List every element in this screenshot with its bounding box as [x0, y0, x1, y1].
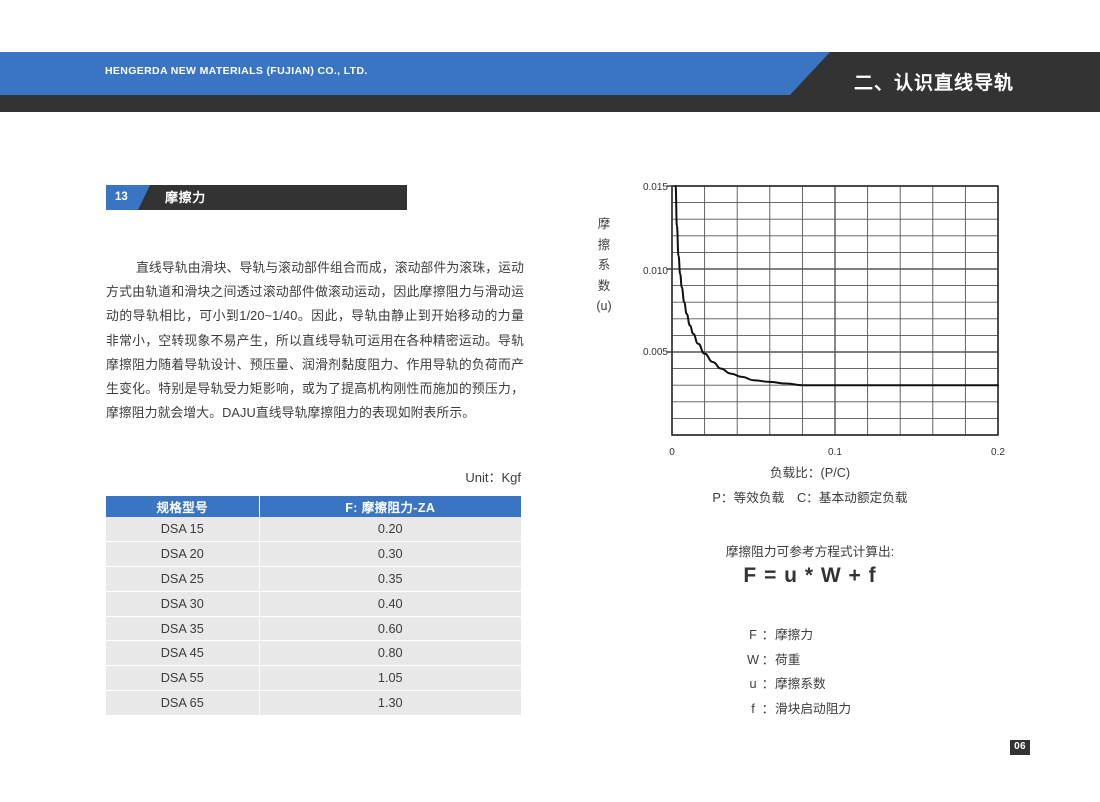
chart-x-axis-caption: 负载比：(P/C) — [769, 466, 851, 480]
cell-friction: 0.35 — [259, 566, 521, 592]
formula-symbol-legend: F ：摩擦力 W ：荷重 u ：摩擦系数 f ：滑块启动阻力 — [745, 623, 851, 722]
legend-symbol: F — [749, 628, 757, 642]
cell-friction: 0.40 — [259, 591, 521, 617]
x-axis-tick-label: 0.1 — [828, 447, 842, 458]
cell-model: DSA 20 — [106, 541, 260, 568]
legend-description: 摩擦系数 — [775, 677, 826, 692]
friction-coefficient-chart: 摩 擦 系 数 (u) 0.015 0.010 0.005 0 0.1 0.2 — [590, 170, 1030, 460]
chart-legend-caption: P：等效负载 C：基本动额定负载 — [712, 491, 908, 505]
cell-model: DSA 15 — [106, 517, 260, 543]
x-axis-tick-label: 0.2 — [991, 447, 1005, 458]
legend-symbol: f — [751, 702, 755, 717]
chapter-title: 二、认识直线导轨 — [853, 73, 1014, 94]
table-row: DSA 30 0.40 — [106, 591, 521, 617]
legend-description: 滑块启动阻力 — [775, 702, 852, 717]
legend-description: 荷重 — [775, 652, 801, 667]
column-header-model: 规格型号 — [106, 496, 260, 517]
cell-friction: 1.05 — [259, 665, 521, 692]
legend-symbol: u — [749, 677, 757, 692]
cell-model: DSA 45 — [106, 640, 260, 667]
cell-friction: 0.80 — [259, 640, 521, 667]
cell-friction: 0.30 — [259, 541, 521, 568]
table-row: DSA 20 0.30 — [106, 541, 521, 568]
page-number-badge: 06 — [1010, 740, 1030, 755]
table-row: DSA 25 0.35 — [106, 566, 521, 592]
cell-model: DSA 35 — [106, 616, 260, 642]
chart-plot-frame — [671, 185, 999, 436]
legend-colon: ： — [761, 677, 775, 692]
section-heading-bar — [106, 185, 407, 210]
header-blue-band — [0, 52, 830, 95]
friction-spec-table: 规格型号 F: 摩擦阻力-ZA DSA 15 0.20 DSA 20 0.30 … — [106, 496, 521, 716]
table-header-row: 规格型号 F: 摩擦阻力-ZA — [106, 496, 521, 517]
legend-colon: ： — [761, 702, 775, 717]
y-axis-tick-label: 0.015 — [643, 182, 668, 193]
legend-item: W ：荷重 — [745, 648, 851, 673]
table-row: DSA 35 0.60 — [106, 616, 521, 642]
cell-model: DSA 30 — [106, 591, 260, 617]
table-unit-label: Unit：Kgf — [465, 470, 521, 485]
legend-item: F ：摩擦力 — [745, 623, 851, 648]
body-paragraph: 直线导轨由滑块、导轨与滚动部件组合而成，滚动部件为滚珠，运动方式由轨道和滑块之间… — [106, 260, 524, 421]
cell-friction: 0.20 — [259, 517, 521, 543]
cell-model: DSA 55 — [106, 665, 260, 692]
y-axis-tick-label: 0.010 — [643, 266, 668, 277]
friction-formula: F = u * W + f — [743, 564, 877, 587]
company-name: HENGERDA NEW MATERIALS (FUJIAN) CO., LTD… — [105, 65, 368, 77]
table-row: DSA 15 0.20 — [106, 517, 521, 543]
cell-friction: 1.30 — [259, 690, 521, 716]
chart-data-line — [674, 185, 999, 387]
y-axis-tick-label: 0.005 — [643, 347, 668, 358]
section-heading: 13 摩擦力 — [106, 185, 407, 210]
x-axis-tick-label: 0 — [669, 447, 675, 458]
legend-item: f ：滑块启动阻力 — [745, 697, 851, 722]
y-axis-label-char: (u) — [596, 299, 612, 313]
legend-description: 摩擦力 — [775, 628, 814, 642]
page-header: HENGERDA NEW MATERIALS (FUJIAN) CO., LTD… — [0, 52, 1100, 112]
y-axis-label-char: 系 — [597, 258, 611, 272]
legend-item: u ：摩擦系数 — [745, 672, 851, 697]
cell-model: DSA 25 — [106, 566, 260, 592]
cell-friction: 0.60 — [259, 616, 521, 642]
y-axis-label-char: 擦 — [597, 237, 611, 252]
legend-colon: ： — [761, 628, 775, 642]
table-body: DSA 15 0.20 DSA 20 0.30 DSA 25 0.35 DSA … — [106, 517, 521, 716]
y-axis-label-char: 摩 — [597, 217, 611, 231]
section-title: 摩擦力 — [165, 190, 206, 205]
formula-intro: 摩擦阻力可参考方程式计算出: — [725, 545, 895, 559]
y-axis-label-char: 数 — [597, 278, 611, 293]
chart-y-axis-label: 摩 擦 系 数 (u) — [592, 214, 616, 317]
chart-canvas: 0.015 0.010 0.005 0 0.1 0.2 — [643, 182, 1005, 458]
legend-colon: ： — [761, 652, 775, 667]
cell-model: DSA 65 — [106, 690, 260, 716]
table-row: DSA 45 0.80 — [106, 640, 521, 667]
legend-symbol: W — [747, 652, 759, 667]
table-row: DSA 65 1.30 — [106, 690, 521, 716]
column-header-friction: F: 摩擦阻力-ZA — [259, 496, 521, 517]
table-row: DSA 55 1.05 — [106, 665, 521, 692]
